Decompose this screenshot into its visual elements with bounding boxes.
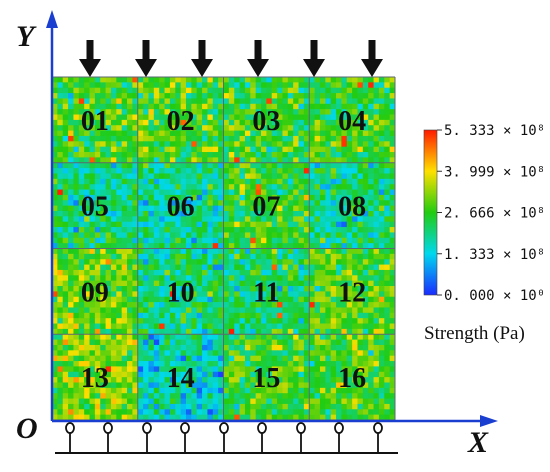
- cell-label-06: 06: [167, 192, 195, 223]
- roller-support-icon: [257, 422, 267, 453]
- legend-tick-label: 2. 666 × 10⁸: [444, 206, 545, 222]
- roller-support-icon: [142, 422, 152, 453]
- y-axis: [46, 10, 58, 421]
- cell-labels: 01 02 03 04 05 06 07 08 09 10 11 12 13 14 15 16: [81, 106, 366, 394]
- cell-label-13: 13: [81, 363, 109, 394]
- roller-support-icon: [373, 422, 383, 453]
- color-legend: 5. 333 × 10⁸ 3. 999 × 10⁸ 2. 666 × 10⁸ 1. 3…: [423, 123, 545, 344]
- cell-label-03: 03: [252, 106, 280, 137]
- roller-support-icon: [219, 422, 229, 453]
- down-arrow-icon: [135, 40, 157, 77]
- roller-support-icon: [180, 422, 190, 453]
- cell-label-09: 09: [81, 277, 109, 308]
- down-arrow-icon: [247, 40, 269, 77]
- roller-support-icon: [296, 422, 306, 453]
- cell-label-14: 14: [167, 363, 195, 394]
- down-arrow-icon: [191, 40, 213, 77]
- down-arrow-icon: [361, 40, 383, 77]
- cell-label-12: 12: [338, 277, 366, 308]
- legend-colorbar: [423, 129, 438, 296]
- legend-tick-label: 0. 000 × 10⁰: [444, 288, 545, 304]
- legend-tick-label: 1. 333 × 10⁸: [444, 247, 545, 263]
- legend-tick-label: 3. 999 × 10⁸: [444, 164, 545, 180]
- cell-label-10: 10: [167, 277, 195, 308]
- down-arrow-icon: [79, 40, 101, 77]
- down-arrow-icon: [303, 40, 325, 77]
- x-axis: [52, 415, 498, 427]
- cell-label-05: 05: [81, 192, 109, 223]
- cell-label-11: 11: [253, 277, 279, 308]
- cell-label-01: 01: [81, 106, 109, 137]
- cell-label-16: 16: [338, 363, 366, 394]
- cell-label-15: 15: [252, 363, 280, 394]
- legend-title: Strength (Pa): [424, 323, 525, 344]
- cell-label-07: 07: [252, 192, 280, 223]
- legend-tick-label: 5. 333 × 10⁸: [444, 123, 545, 139]
- cell-label-04: 04: [338, 106, 366, 137]
- roller-support-icon: [103, 422, 113, 453]
- y-axis-label: Y: [16, 20, 37, 53]
- cell-label-08: 08: [338, 192, 366, 223]
- cell-label-02: 02: [167, 106, 195, 137]
- load-arrows: [79, 40, 383, 77]
- origin-label: O: [16, 412, 38, 445]
- roller-support-icon: [334, 422, 344, 453]
- x-axis-label: X: [467, 426, 489, 459]
- roller-supports: [65, 422, 383, 453]
- roller-support-icon: [65, 422, 75, 453]
- strength-noise-heatmap: [52, 77, 395, 420]
